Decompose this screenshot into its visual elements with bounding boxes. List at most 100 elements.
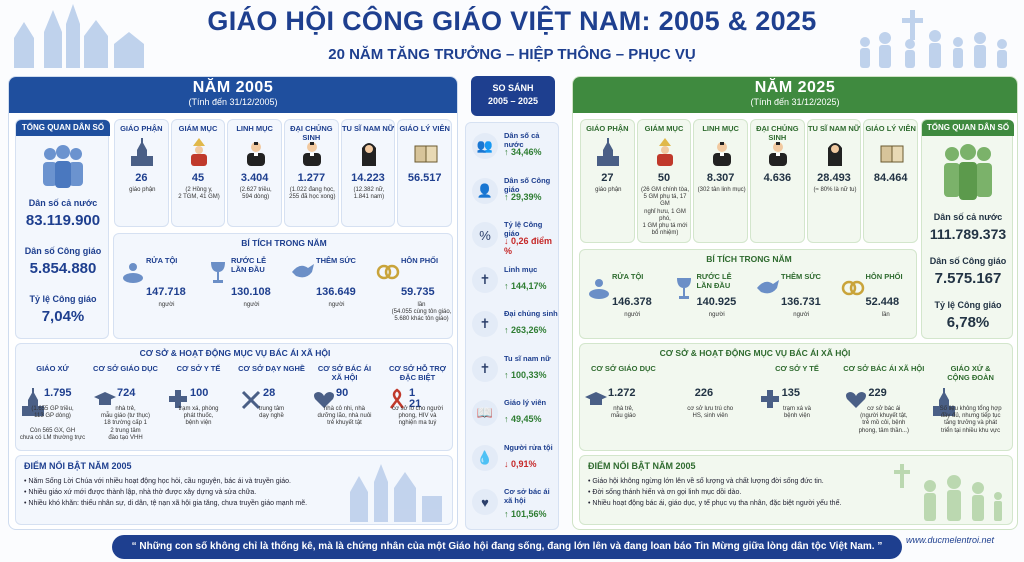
quote-text: Những con số không chỉ là thống kê, mà l… — [139, 541, 875, 552]
church-skyline-illustration — [14, 4, 144, 68]
baptism-icon — [120, 258, 146, 284]
stat-card: ĐẠI CHỦNG SINH 4.636 — [750, 119, 805, 243]
compare-row: 👥 Dân số cả nước ↑ 34,46% — [466, 127, 560, 167]
book-icon: 📖 — [472, 400, 498, 426]
tools-icon — [239, 388, 263, 410]
compare-value: ↑ 49,45% — [504, 414, 542, 424]
city-skyline-icon — [350, 464, 442, 522]
cath-value: 5.854.880 — [29, 260, 97, 277]
stat-value: 56.517 — [407, 172, 442, 184]
compare-label: Tu sĩ nam nữ — [504, 353, 551, 363]
stat-card: GIÁM MỤC 50 (26 GM chính tòa, 5 GM phụ tá,… — [636, 119, 692, 243]
charity-note: nhà trẻ, mẫu giáo — [611, 406, 636, 420]
nun-icon — [822, 138, 848, 166]
rings-icon — [375, 258, 401, 284]
sacrament-value: 52.448 — [865, 296, 900, 308]
stat-value: 4.636 — [763, 172, 792, 184]
sacrament-label: RƯỚC LỄ LẦN ĐẦU — [231, 256, 267, 274]
highlights-2005: ĐIỂM NỔI BẬT NĂM 2005 Năm Sống Lời Chúa … — [15, 455, 453, 525]
highlight-item: Giáo hội không ngừng lớn lên về số lượng… — [588, 476, 878, 487]
sacrament-note: người — [793, 312, 810, 318]
charity-label: CƠ SỞ BÁC ÁI XÃ HỘI — [843, 364, 925, 373]
percent-icon: % — [472, 222, 498, 248]
nun-icon — [356, 138, 382, 166]
sacrament-value: 146.378 — [612, 296, 652, 308]
charity-2005: CƠ SỞ & HOẠT ĐỘNG MỤC VỤ BÁC ÁI XÃ HỘI G… — [15, 343, 453, 451]
pop-value: 111.789.373 — [929, 226, 1007, 242]
church-icon — [20, 388, 46, 416]
book-icon — [413, 138, 439, 166]
compare-label: Đại chủng sinh — [504, 309, 558, 318]
stat-card: ĐẠI CHỦNG SINH 1.277 (1.022 đang học, 255 … — [284, 119, 339, 227]
compare-row: ✝ Tu sĩ nam nữ ↑ 100,33% — [466, 350, 560, 390]
sacrament-value: 59.735 — [401, 286, 435, 298]
charity-label: GIÁO XỨ — [36, 364, 69, 373]
sacraments-2025: BÍ TÍCH TRONG NĂM RỬA TỘI 146.378 người RƯỚ… — [579, 249, 917, 339]
cap-icon — [93, 388, 117, 410]
compare-label: Tỷ lệ Công giáo — [504, 220, 543, 238]
arrow-up-icon: ↑ — [504, 509, 512, 519]
charity-label: CƠ SỞ GIÁO DỤC — [590, 364, 656, 373]
stat-note: (12.382 nữ, 1.841 nam) — [353, 187, 385, 201]
stat-label: ĐẠI CHỦNG SINH — [290, 124, 333, 142]
compare-value-text: 0,26 điểm % — [504, 236, 553, 256]
charity-value: 135 — [781, 387, 800, 399]
stat-label: GIÁM MỤC — [178, 124, 218, 133]
cap-icon — [584, 388, 608, 410]
church-icon — [931, 388, 957, 416]
sacrament-label: RỬA TỘI — [612, 272, 644, 281]
overview-title: TỔNG QUAN DÂN SỐ — [16, 120, 110, 136]
stats-2005: GIÁO PHẬN 26 giáo phận GIÁM MỤC 45 (2 Hồng y,… — [113, 119, 453, 229]
stat-label: LINH MỤC — [236, 124, 273, 133]
rings-icon — [840, 274, 866, 300]
stat-value: 1.277 — [297, 172, 326, 184]
arrow-up-icon: ↑ — [504, 369, 512, 380]
footer-quote: “ Những con số không chỉ là thống kê, mà… — [112, 535, 902, 559]
dove-icon — [290, 258, 316, 284]
overview-2005: TỔNG QUAN DÂN SỐ Dân số cả nước 83.119.9… — [15, 119, 110, 339]
heart-icon — [312, 388, 336, 410]
charity-note: nhà trẻ, mẫu giáo (tư thục) 18 trường cấ… — [100, 406, 151, 441]
sacrament-note: người — [243, 302, 260, 308]
charity-note: (1.655 GP triều, 113 GP dòng) Còn 565 GX… — [19, 406, 86, 441]
bishop-icon — [186, 138, 212, 166]
stat-label: LINH MỤC — [702, 124, 739, 133]
sacrament-note: người — [708, 312, 725, 318]
book-icon — [879, 138, 905, 166]
cross-icon — [166, 388, 190, 410]
population-icon — [944, 144, 992, 200]
compare-value-text: 263,26% — [511, 325, 547, 335]
compare-value-text: 144,17% — [511, 280, 547, 291]
charity-value: 28 — [263, 387, 276, 399]
ratio-value: 6,78% — [946, 314, 990, 331]
sacrament-label: THÊM SỨC — [316, 256, 356, 265]
charity-note: cơ sở lưu trú cho HS, sinh viên — [687, 406, 734, 420]
chalice-icon — [671, 274, 697, 300]
ribbon-icon — [385, 388, 409, 410]
compare-row: ✝ Linh mục ↑ 144,17% — [466, 261, 560, 301]
open-quote-mark: “ — [131, 541, 137, 552]
stat-value: 45 — [191, 172, 205, 184]
compare-value-text: 100,33% — [511, 369, 547, 380]
stat-card: TU SĨ NAM NỮ 28.493 (≈ 80% là nữ tu) — [806, 119, 862, 243]
stat-note: (2.627 triều, 594 dòng) — [239, 187, 272, 201]
year-label: NĂM 2005 — [192, 79, 274, 96]
site-url[interactable]: www.ducmelentroi.net — [906, 535, 995, 545]
compare-label: Người rửa tội — [504, 442, 553, 452]
priest-icon: ✝ — [472, 266, 498, 293]
charity-value: 1 21 — [409, 387, 422, 410]
charity-note: trạm xá và bệnh viện — [782, 406, 811, 420]
asof-label: (Tính đến 31/12/2005) — [188, 97, 278, 107]
stat-label: TU SĨ NAM NỮ — [807, 124, 861, 133]
cross-icon — [758, 388, 782, 410]
heart-icon — [844, 388, 868, 410]
population-icon — [43, 145, 83, 188]
compare-value: ↑ 29,39% — [504, 192, 542, 202]
ratio-value: 7,04% — [41, 308, 85, 325]
compare-row: 👤 Dân số Công giáo ↑ 29,39% — [466, 172, 560, 212]
highlights-list: Giáo hội không ngừng lớn lên về số lượng… — [588, 476, 878, 510]
person-icon: 👤 — [472, 177, 498, 204]
compare-row: 💧 Người rửa tội ↓ 0,91% — [466, 439, 560, 479]
charity-value: 1.272 — [608, 387, 636, 399]
stat-label: ĐẠI CHỦNG SINH — [756, 124, 799, 142]
